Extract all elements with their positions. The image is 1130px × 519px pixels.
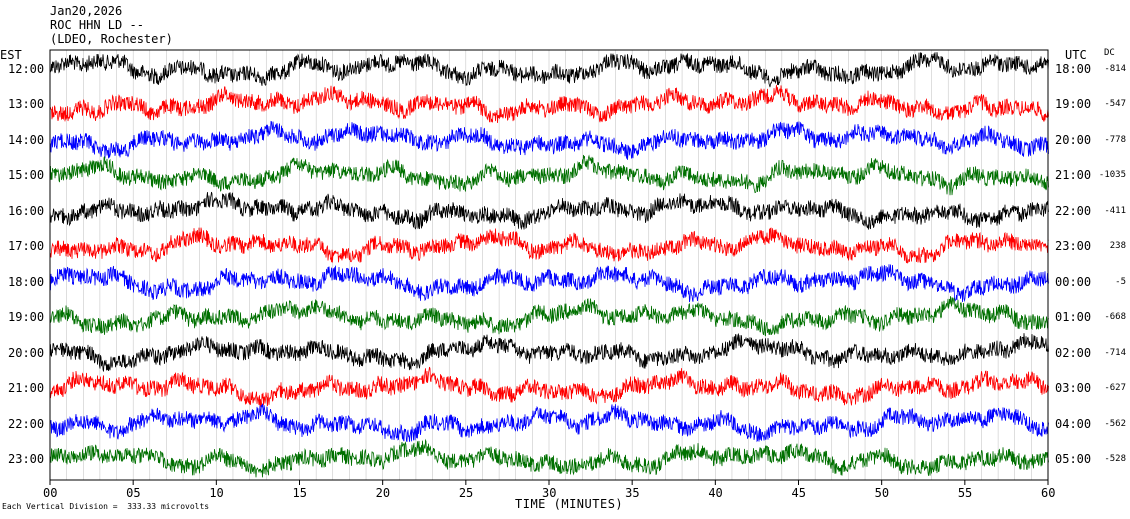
- dc-offset-label: 238: [1109, 241, 1126, 252]
- x-tick-label: 25: [458, 486, 474, 500]
- x-tick-label: 55: [957, 486, 973, 500]
- trace-1600-line: [49, 191, 1049, 231]
- station-code: ROC HHN LD --: [50, 18, 144, 32]
- dc-offset-label: -814: [1104, 64, 1126, 74]
- dc-offset-label: -547: [1104, 99, 1126, 110]
- trace-2000-line: [49, 333, 1049, 372]
- est-time-label: 15:00: [8, 168, 45, 183]
- utc-time-label: 00:00: [1055, 274, 1092, 289]
- est-time-label: 13:00: [8, 97, 45, 112]
- x-tick-label: 10: [209, 486, 224, 500]
- est-time-label: 18:00: [8, 274, 45, 289]
- est-time-label: 20:00: [8, 345, 45, 360]
- trace-2300-line: [49, 438, 1049, 478]
- chart-date: Jan20,2026: [50, 4, 123, 18]
- est-time-label: 12:00: [8, 62, 45, 76]
- trace-2200-line: [49, 403, 1049, 443]
- scale-footnote: Each Vertical Division = 333.33 microvol…: [2, 502, 210, 511]
- x-tick-label: 45: [791, 486, 806, 500]
- x-tick-label: 50: [874, 486, 890, 500]
- est-time-label: 14:00: [8, 132, 45, 147]
- dc-offset-label: -528: [1104, 453, 1126, 464]
- est-time-label: 22:00: [8, 416, 45, 431]
- trace-1900-line: [49, 296, 1049, 337]
- x-axis-label: TIME (MINUTES): [515, 497, 624, 511]
- dc-offset-label: -627: [1104, 383, 1126, 394]
- dc-offset-label: -1035: [1098, 170, 1126, 181]
- utc-time-label: 23:00: [1055, 239, 1092, 254]
- x-tick-label: 60: [1041, 486, 1056, 500]
- utc-time-label: 19:00: [1055, 97, 1092, 112]
- right-axis-title: UTC: [1065, 48, 1087, 62]
- utc-time-label: 20:00: [1055, 132, 1092, 147]
- utc-time-label: 18:00: [1055, 62, 1092, 76]
- utc-time-label: 21:00: [1055, 168, 1092, 183]
- utc-time-label: 03:00: [1055, 381, 1092, 396]
- dc-offset-label: -562: [1104, 418, 1126, 429]
- x-tick-label: 35: [625, 486, 640, 500]
- est-time-label: 17:00: [8, 239, 45, 254]
- trace-2100-line: [49, 366, 1049, 408]
- utc-time-label: 02:00: [1055, 345, 1092, 360]
- x-tick-label: 20: [375, 486, 391, 500]
- dc-offset-label: -668: [1104, 312, 1126, 323]
- dc-offset-label: -5: [1115, 276, 1126, 287]
- utc-time-label: 04:00: [1055, 416, 1092, 431]
- est-time-label: 16:00: [8, 203, 45, 218]
- left-axis-title: EST: [0, 48, 22, 62]
- x-tick-label: 40: [708, 486, 723, 500]
- dc-offset-label: -411: [1104, 205, 1126, 216]
- utc-time-label: 22:00: [1055, 203, 1092, 218]
- trace-1500-line: [49, 154, 1049, 196]
- x-tick-label: 30: [542, 486, 557, 500]
- dc-offset-label: -714: [1104, 347, 1126, 358]
- est-time-label: 23:00: [8, 451, 45, 466]
- est-time-label: 21:00: [8, 381, 45, 396]
- trace-1200-line: [49, 52, 1049, 88]
- trace-1300-line: [49, 84, 1049, 124]
- utc-time-label: 05:00: [1055, 451, 1092, 466]
- dc-offset-label: -778: [1104, 134, 1126, 145]
- x-tick-label: 00: [43, 486, 58, 500]
- trace-1400-line: [49, 120, 1049, 160]
- trace-1800-line: [49, 264, 1049, 303]
- x-tick-label: 15: [292, 486, 307, 500]
- station-source: (LDEO, Rochester): [50, 32, 173, 46]
- dc-column-title: DC: [1104, 48, 1115, 58]
- utc-time-label: 01:00: [1055, 310, 1092, 325]
- est-time-label: 19:00: [8, 310, 45, 325]
- x-tick-label: 05: [126, 486, 141, 500]
- trace-1700-line: [49, 227, 1049, 264]
